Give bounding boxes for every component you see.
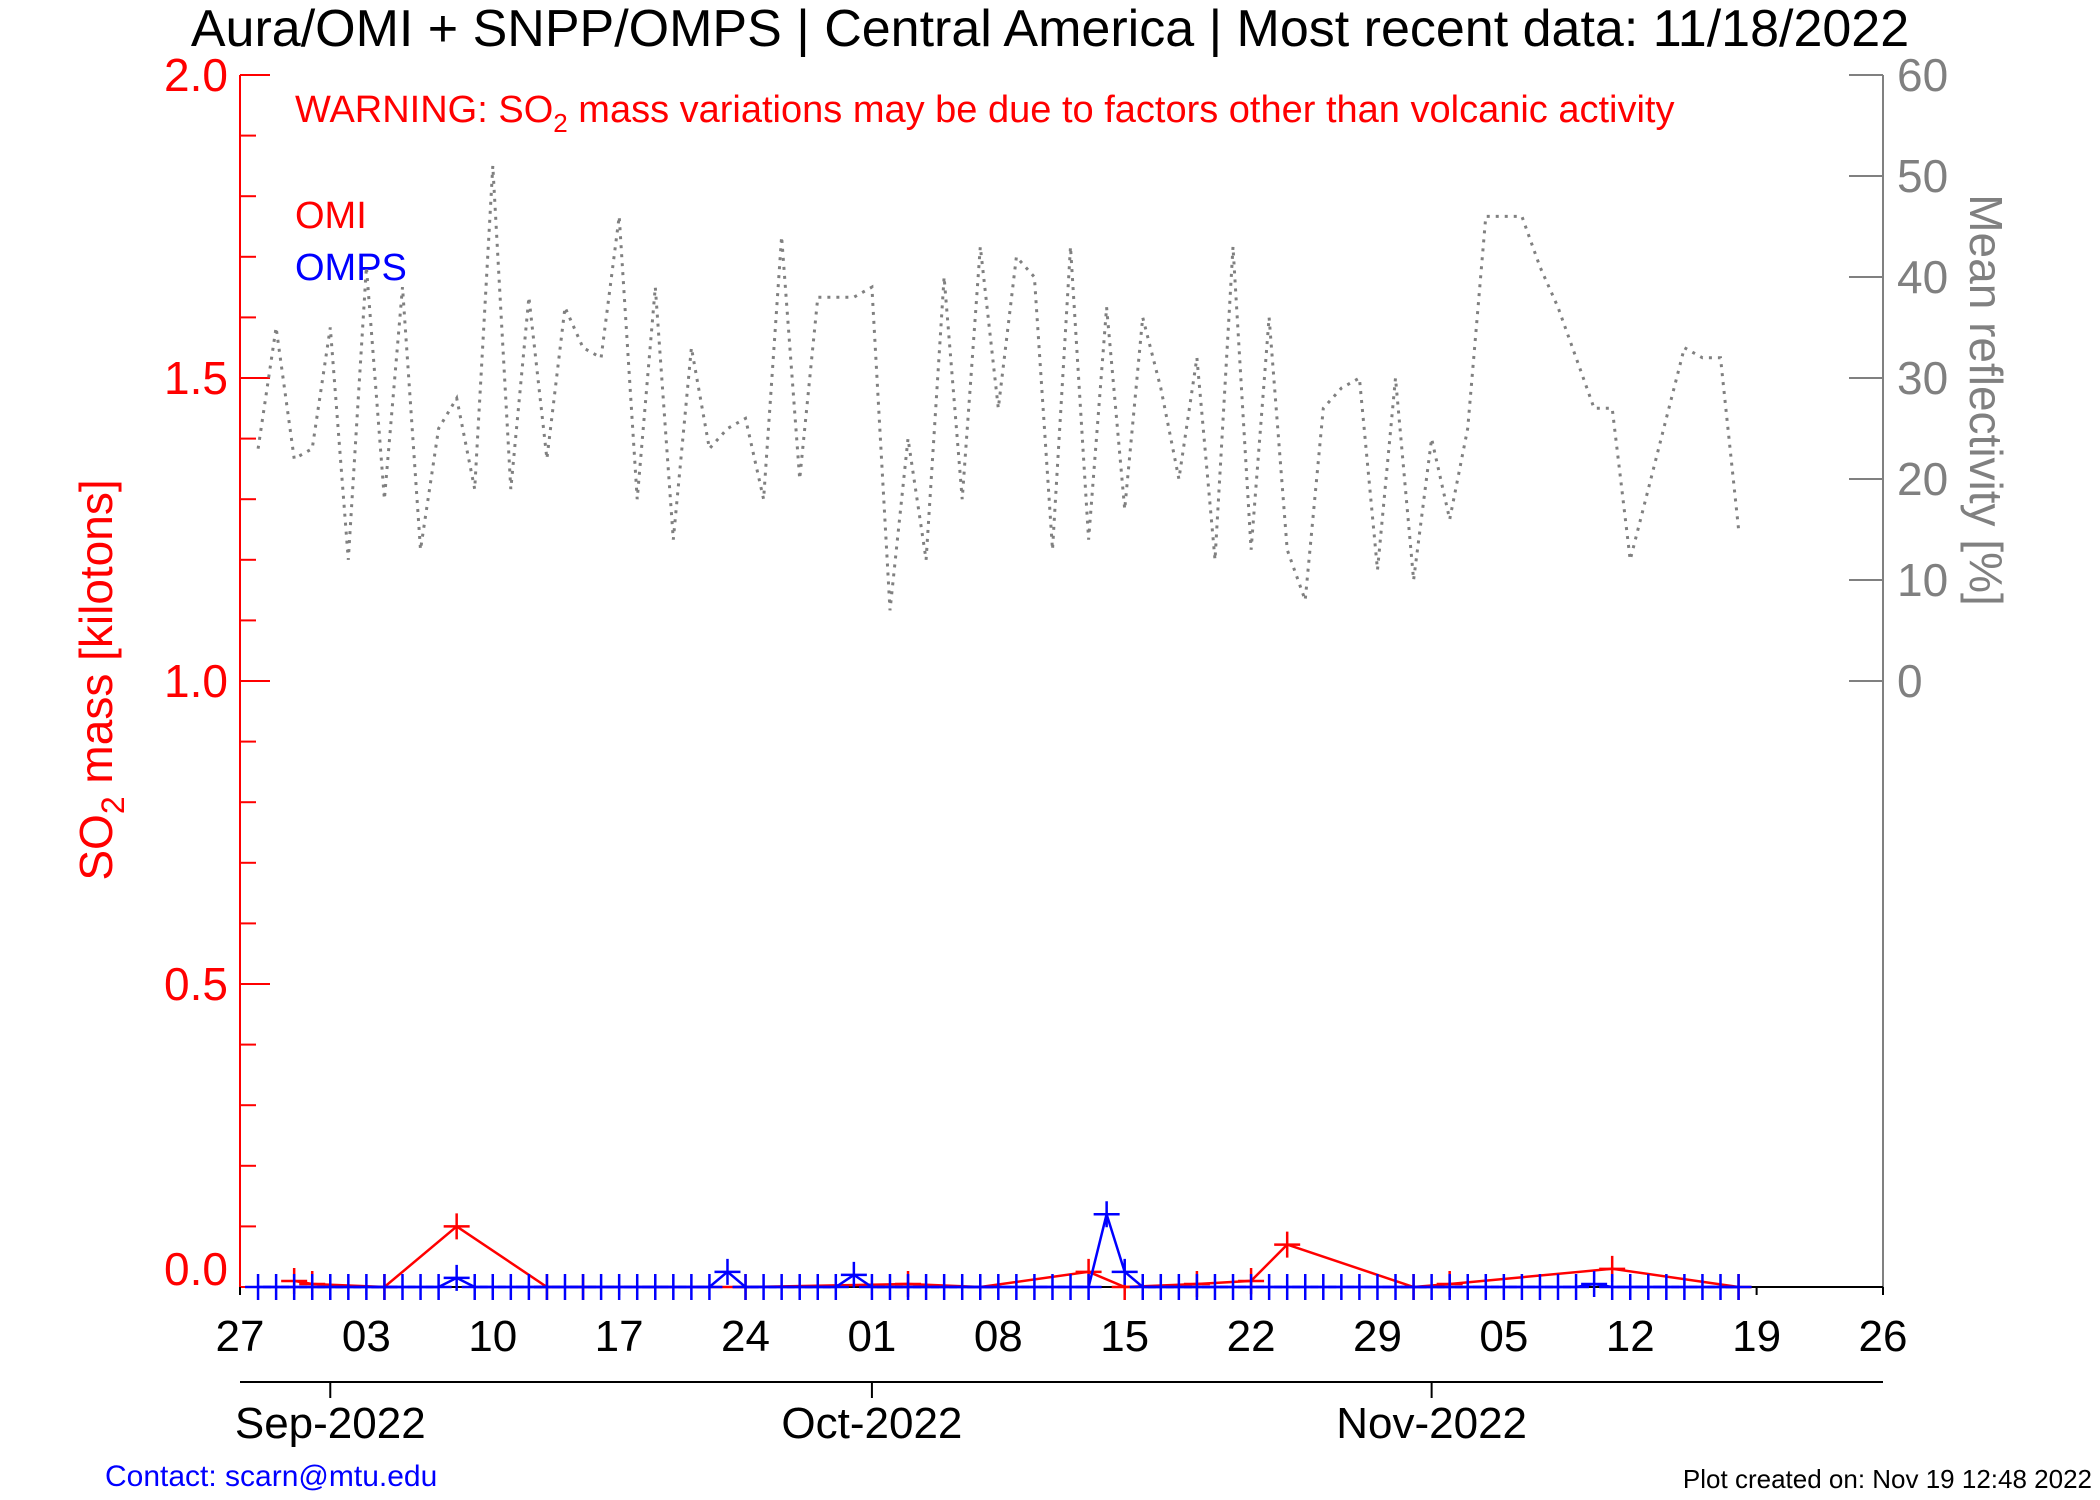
x-tick-label: 03	[342, 1312, 391, 1361]
y-label-text: mass [kilotons]	[70, 479, 122, 796]
x-tick-label: 12	[1606, 1312, 1655, 1361]
month-label: Sep-2022	[235, 1399, 426, 1448]
point-marker	[1274, 1231, 1301, 1258]
point-marker	[1563, 1274, 1590, 1300]
reflectivity-line	[256, 165, 1741, 611]
y-tick-label: 1.5	[164, 352, 228, 404]
x-tick-label: 15	[1100, 1312, 1149, 1361]
y-axis-label: SO2 mass [kilotons]	[70, 479, 131, 880]
point-marker	[822, 1274, 849, 1300]
y2-tick-label: 40	[1897, 251, 1948, 303]
created-note: Plot created on: Nov 19 12:48 2022	[1683, 1464, 2092, 1494]
month-label: Oct-2022	[781, 1399, 962, 1448]
point-marker	[840, 1261, 867, 1288]
chart-title: Aura/OMI + SNPP/OMPS | Central America |…	[191, 0, 1909, 58]
legend-entry: OMPS	[295, 247, 407, 289]
y2-axis-label: Mean reflectivity [%]	[1960, 194, 2012, 606]
y2-tick-label: 10	[1897, 554, 1948, 606]
warning: WARNING: SO2 mass variations may be due …	[295, 89, 1674, 138]
contact: Contact: scarn@mtu.edu	[105, 1460, 437, 1493]
x-tick-label: 05	[1479, 1312, 1528, 1361]
point-marker	[1725, 1274, 1752, 1300]
point-marker	[443, 1213, 470, 1240]
point-marker	[714, 1258, 741, 1285]
x-tick-label: 10	[468, 1312, 517, 1361]
x-tick-label: 26	[1859, 1312, 1908, 1361]
y-tick-label: 0.0	[164, 1243, 228, 1295]
x-tick-label: 17	[595, 1312, 644, 1361]
x-tick-label: 22	[1227, 1312, 1276, 1361]
point-marker	[1111, 1258, 1138, 1285]
y2-tick-label: 0	[1897, 655, 1923, 707]
x-tick-label: 24	[721, 1312, 770, 1361]
y-label-text: SO	[70, 814, 122, 880]
x-tick-label: 08	[974, 1312, 1023, 1361]
month-label: Nov-2022	[1336, 1399, 1527, 1448]
warning-text: mass variations may be due to factors ot…	[568, 89, 1675, 131]
warning-sub: 2	[553, 108, 567, 138]
point-marker	[1093, 1201, 1120, 1228]
x-tick-label: 27	[216, 1312, 265, 1361]
y2-tick-label: 50	[1897, 150, 1948, 202]
point-marker	[425, 1274, 452, 1300]
y-tick-label: 2.0	[164, 49, 228, 101]
x-tick-label: 29	[1353, 1312, 1402, 1361]
y2-tick-label: 20	[1897, 453, 1948, 505]
point-marker	[1581, 1270, 1608, 1297]
y-label-sub: 2	[95, 796, 131, 814]
x-tick-label: 01	[847, 1312, 896, 1361]
legend-entry: OMI	[295, 195, 367, 237]
point-marker	[443, 1264, 470, 1291]
point-marker	[1075, 1274, 1102, 1300]
x-tick-label: 19	[1732, 1312, 1781, 1361]
y-tick-label: 0.5	[164, 958, 228, 1010]
y2-tick-label: 60	[1897, 49, 1948, 101]
y-tick-label: 1.0	[164, 655, 228, 707]
point-marker	[696, 1274, 723, 1300]
y2-tick-label: 30	[1897, 352, 1948, 404]
warning-text: WARNING: SO	[295, 89, 553, 131]
